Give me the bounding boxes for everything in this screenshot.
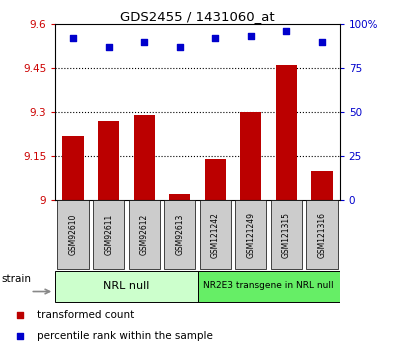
Text: transformed count: transformed count [37,310,134,320]
Bar [128,200,160,269]
Point [17,333,23,339]
Text: GSM92611: GSM92611 [104,214,113,255]
Bar [311,171,333,200]
Bar [235,200,267,269]
Text: strain: strain [1,274,31,284]
Bar [164,200,196,269]
Bar [199,200,231,269]
Text: GSM92613: GSM92613 [175,214,184,255]
Bar [93,200,124,269]
Bar [276,65,297,200]
Point [141,39,147,45]
Bar [198,271,340,302]
Text: NR2E3 transgene in NRL null: NR2E3 transgene in NRL null [203,281,334,290]
Bar [306,200,338,269]
Point [105,44,112,50]
Text: GSM121316: GSM121316 [318,211,326,258]
Bar [205,159,226,200]
Text: percentile rank within the sample: percentile rank within the sample [37,331,213,341]
Bar [134,115,155,200]
Bar [62,136,84,200]
Point [17,313,23,318]
Point [319,39,325,45]
Point [283,28,290,34]
Text: GSM121315: GSM121315 [282,211,291,258]
Point [212,36,218,41]
Bar [57,200,89,269]
Bar [240,112,261,200]
Bar [55,271,198,302]
Point [177,44,183,50]
Text: GSM121249: GSM121249 [246,211,255,258]
Point [248,34,254,39]
Point [70,36,76,41]
Text: NRL null: NRL null [103,281,150,290]
Bar [271,200,302,269]
Bar [169,194,190,200]
Bar [98,121,119,200]
Text: GSM121242: GSM121242 [211,212,220,257]
Text: GSM92610: GSM92610 [69,214,77,255]
Text: GSM92612: GSM92612 [140,214,149,255]
Title: GDS2455 / 1431060_at: GDS2455 / 1431060_at [120,10,275,23]
